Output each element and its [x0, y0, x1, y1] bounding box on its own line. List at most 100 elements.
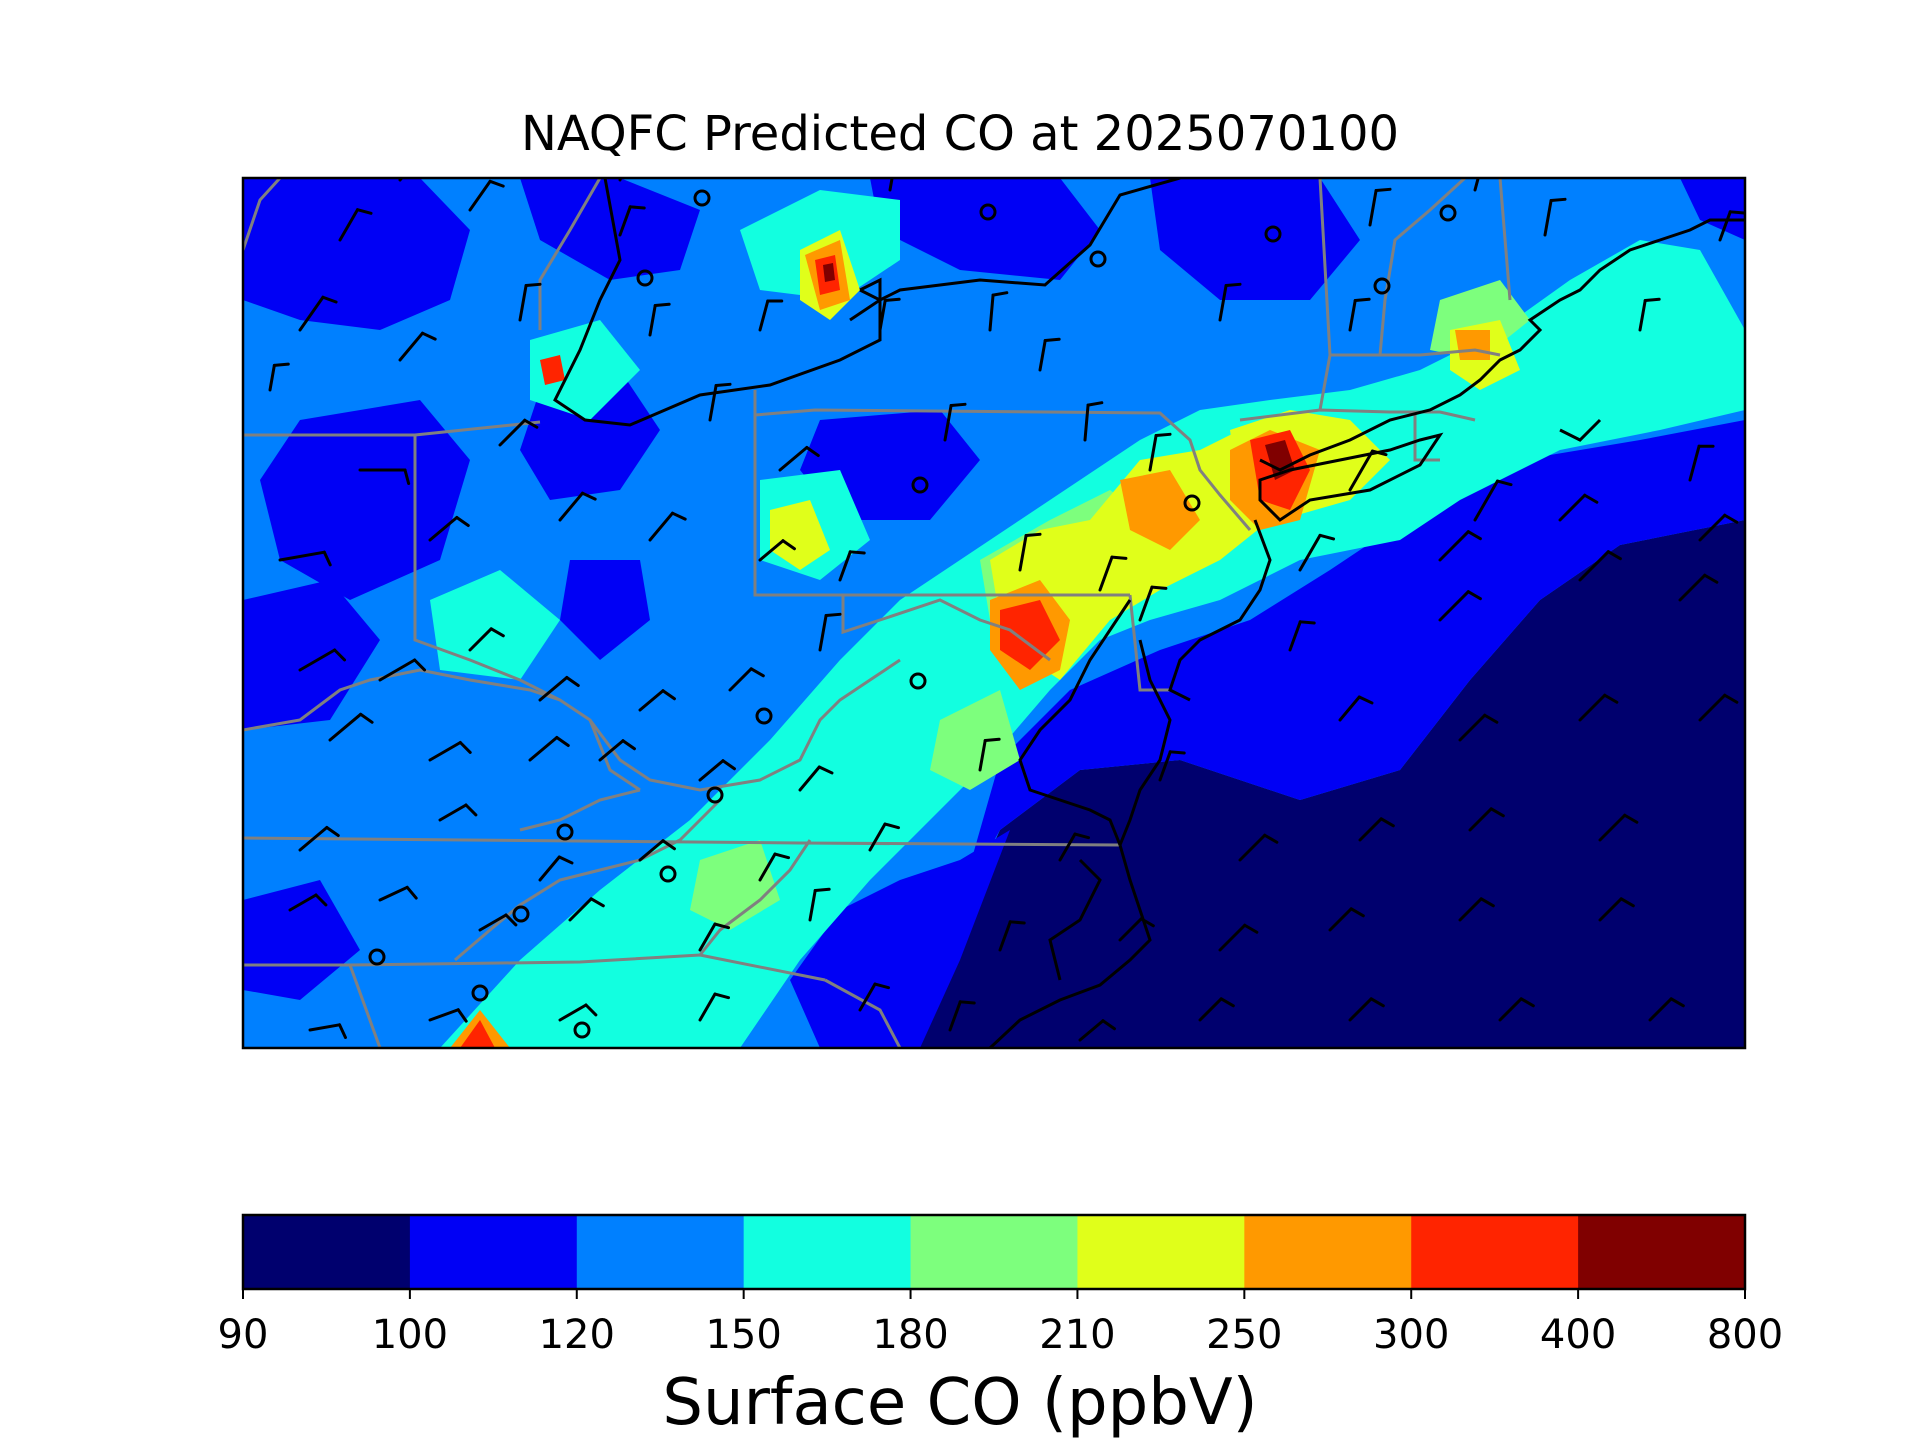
wind-barb-staff: [568, 897, 593, 922]
wind-barb-feather: [1379, 817, 1395, 828]
wind-barb-feather: [661, 839, 676, 851]
wind-barb-feather: [420, 331, 437, 341]
wind-barb-staff: [758, 539, 785, 562]
wind-barb-staff: [478, 913, 508, 932]
station-marker: [659, 865, 677, 883]
wind-barb-staff: [328, 712, 363, 742]
wind-barb-staff: [1438, 530, 1470, 562]
wind-barb-feather: [1723, 513, 1739, 524]
wind-barb-staff: [268, 363, 276, 392]
wind-barb-staff: [1298, 533, 1322, 572]
colorbar-box: [1244, 1215, 1412, 1289]
wind-barb-feather: [555, 736, 570, 748]
wind-barb-staff: [428, 741, 462, 762]
wind-barb-feather: [1371, 449, 1388, 457]
wind-barb-feather: [1168, 750, 1186, 755]
wind-barb-feather: [504, 913, 518, 927]
colorbar-tick-label: 100: [371, 1312, 449, 1358]
blue-blob-quebec: [870, 178, 1100, 280]
wind-barb-feather: [565, 676, 580, 688]
wind-barb-staff: [1158, 750, 1172, 782]
wind-barb-feather: [713, 992, 731, 1000]
wind-barb-staff: [298, 648, 337, 672]
wind-barb-staff: [1578, 693, 1607, 722]
wind-barb-feather: [456, 1008, 468, 1023]
wind-barb-staff: [1083, 403, 1090, 442]
wind-barb-feather: [1603, 693, 1619, 704]
station-marker: [573, 1021, 591, 1039]
wind-barb-staff: [698, 922, 717, 952]
wind-barb-feather: [322, 550, 332, 567]
station-marker: [1089, 250, 1107, 268]
blue-blob-north: [520, 178, 700, 280]
wind-barb-feather: [1606, 550, 1622, 561]
wind-barb-staff: [868, 822, 887, 852]
wind-barb-feather: [949, 402, 967, 408]
wind-barb-staff: [1098, 555, 1114, 592]
wind-barb-feather: [1318, 533, 1336, 541]
wind-barb-feather: [873, 982, 891, 990]
wind-barb-staff: [308, 1023, 342, 1032]
wind-barb-feather: [773, 852, 791, 860]
wind-barb-feather: [813, 887, 831, 892]
colorbar-tick-label: 400: [1539, 1312, 1617, 1358]
wind-barb-feather: [403, 468, 411, 486]
wind-barb-staff: [1078, 1019, 1105, 1042]
wind-barb-feather: [824, 612, 842, 618]
wind-barb-staff: [638, 689, 665, 712]
wind-barb-staff: [1678, 573, 1707, 602]
wind-barb-staff: [428, 1008, 460, 1022]
station-marker: [368, 948, 386, 966]
wind-barb-staff: [558, 491, 584, 522]
station-marker: [693, 189, 711, 207]
ocean-blue-band: [960, 420, 1745, 900]
wind-barb-feather: [1357, 695, 1374, 705]
wind-barb-feather: [661, 689, 676, 701]
wind-barb-staff: [948, 1000, 962, 1032]
colorbar-boxes: [243, 1215, 1746, 1289]
wind-barb-feather: [1583, 493, 1599, 504]
wind-barb-staff: [758, 852, 777, 882]
colorbar-box: [243, 1215, 411, 1289]
wind-barb-feather: [991, 291, 1009, 297]
wind-barb-feather: [1619, 897, 1635, 908]
low-co-ocean-region: [900, 520, 1745, 1048]
cyan-blob-ohio-valley: [430, 570, 560, 680]
blue-blob-west-virginia: [560, 560, 650, 660]
wind-barb-feather: [455, 516, 470, 528]
red-region-dc: [1000, 600, 1060, 670]
wind-barb-staff: [538, 855, 561, 882]
station-marker: [909, 672, 927, 690]
wind-barb-staff: [1688, 444, 1701, 482]
wind-barb-staff: [1468, 807, 1493, 832]
station-marker: [471, 984, 489, 1002]
wind-barb-staff: [1543, 199, 1553, 237]
wind-barb-feather: [781, 539, 796, 551]
wind-barb-staff: [288, 893, 318, 912]
wind-barb-feather: [1219, 997, 1235, 1008]
wind-barb-feather: [1374, 187, 1392, 193]
blue-blob-far-northeast: [1680, 178, 1745, 240]
colorbar-tick-label: 300: [1373, 1312, 1450, 1358]
station-marker: [1264, 225, 1282, 243]
wind-barb-feather: [1353, 297, 1371, 302]
wind-barb-feather: [1466, 590, 1482, 601]
wind-barb-staff: [468, 627, 493, 652]
wind-barb-staff: [1638, 298, 1647, 332]
wind-barb-staff: [528, 736, 559, 762]
wind-barb-feather: [405, 885, 418, 900]
wind-barb-staff: [1558, 493, 1587, 522]
wind-barb-feather: [356, 208, 373, 215]
wind-barb-staff: [1358, 817, 1383, 842]
wind-barbs: [268, 178, 1745, 1042]
wind-barb-feather: [1043, 337, 1061, 342]
station-marker: [1439, 204, 1457, 222]
wind-barb-staff: [278, 550, 326, 562]
wind-barb-staff: [1458, 897, 1483, 922]
wind-barb-feather: [1008, 920, 1026, 925]
wind-barb-staff: [298, 295, 325, 332]
station-marker: [1373, 277, 1391, 295]
wind-barb-feather: [589, 897, 605, 908]
wind-barb-feather: [1466, 530, 1482, 541]
